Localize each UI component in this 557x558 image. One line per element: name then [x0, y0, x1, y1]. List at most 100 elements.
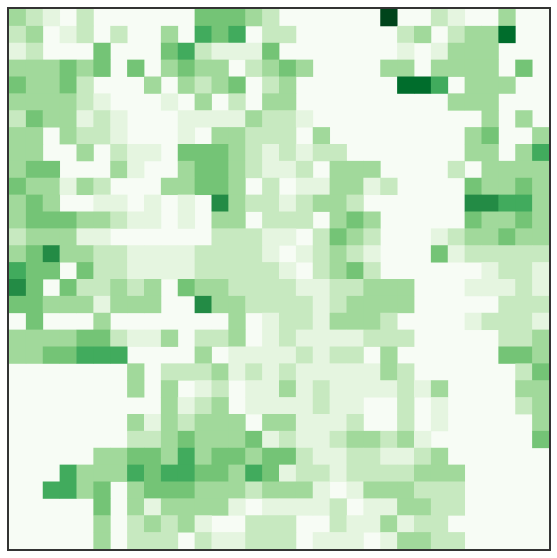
grid-cell — [160, 464, 179, 482]
grid-cell — [93, 464, 111, 482]
grid-cell — [312, 144, 331, 162]
grid-cell — [532, 144, 549, 162]
grid-cell — [498, 245, 516, 263]
grid-cell — [194, 76, 212, 94]
grid-cell — [25, 245, 44, 263]
grid-cell — [447, 228, 466, 246]
grid-cell — [228, 194, 246, 212]
grid-cell — [498, 160, 516, 179]
grid-cell — [279, 279, 297, 297]
grid-cell — [110, 110, 128, 128]
grid-cell — [498, 228, 516, 246]
grid-cell — [279, 397, 297, 415]
grid-cell — [194, 144, 212, 162]
grid-cell — [380, 481, 398, 499]
grid-cell — [110, 211, 128, 229]
grid-cell — [279, 211, 297, 229]
grid-cell — [228, 430, 246, 449]
grid-cell — [177, 515, 196, 533]
grid-cell — [532, 160, 549, 179]
grid-cell — [329, 160, 347, 179]
grid-cell — [447, 42, 466, 61]
grid-cell — [295, 430, 314, 449]
grid-cell — [110, 447, 128, 466]
grid-cell — [76, 228, 94, 246]
grid-cell — [211, 464, 229, 482]
grid-cell — [380, 329, 398, 347]
grid-cell — [76, 211, 94, 229]
green-pixel-grid — [9, 9, 549, 549]
grid-cell — [59, 346, 77, 364]
grid-cell — [363, 430, 381, 449]
grid-cell — [160, 25, 179, 44]
grid-cell — [194, 295, 212, 314]
grid-cell — [127, 414, 145, 432]
grid-cell — [211, 532, 229, 549]
grid-cell — [76, 481, 94, 499]
grid-cell — [228, 532, 246, 549]
grid-cell — [93, 194, 111, 212]
grid-cell — [110, 245, 128, 263]
grid-cell — [262, 464, 280, 482]
grid-cell — [59, 110, 77, 128]
grid-cell — [397, 481, 415, 499]
grid-cell — [295, 59, 314, 77]
grid-cell — [211, 177, 229, 196]
grid-cell — [414, 532, 432, 549]
grid-cell — [110, 25, 128, 44]
grid-cell — [25, 144, 44, 162]
grid-cell — [262, 42, 280, 61]
grid-cell — [397, 25, 415, 44]
grid-cell — [59, 279, 77, 297]
grid-cell — [110, 346, 128, 364]
grid-cell — [481, 25, 499, 44]
grid-cell — [160, 515, 179, 533]
grid-cell — [380, 59, 398, 77]
grid-cell — [515, 245, 533, 263]
grid-cell — [312, 481, 331, 499]
grid-cell — [414, 447, 432, 466]
grid-cell — [194, 59, 212, 77]
grid-cell — [160, 59, 179, 77]
grid-cell — [177, 481, 196, 499]
grid-cell — [363, 363, 381, 381]
grid-cell — [295, 110, 314, 128]
grid-cell — [312, 262, 331, 280]
grid-cell — [93, 279, 111, 297]
grid-cell — [380, 295, 398, 314]
grid-cell — [295, 498, 314, 516]
grid-cell — [127, 363, 145, 381]
grid-cell — [211, 9, 229, 27]
grid-cell — [279, 414, 297, 432]
grid-cell — [380, 177, 398, 196]
grid-cell — [42, 59, 61, 77]
grid-cell — [346, 279, 364, 297]
grid-cell — [363, 447, 381, 466]
grid-cell — [329, 515, 347, 533]
grid-cell — [76, 25, 94, 44]
grid-cell — [25, 25, 44, 44]
grid-cell — [228, 93, 246, 111]
grid-cell — [144, 279, 162, 297]
grid-cell — [59, 25, 77, 44]
grid-cell — [346, 160, 364, 179]
grid-cell — [262, 515, 280, 533]
grid-cell — [194, 515, 212, 533]
grid-cell — [25, 228, 44, 246]
grid-cell — [363, 380, 381, 398]
grid-cell — [127, 262, 145, 280]
grid-cell — [93, 42, 111, 61]
grid-cell — [397, 532, 415, 549]
grid-cell — [481, 110, 499, 128]
grid-cell — [177, 430, 196, 449]
grid-cell — [481, 144, 499, 162]
grid-cell — [144, 144, 162, 162]
grid-cell — [194, 346, 212, 364]
grid-cell — [380, 9, 398, 27]
grid-cell — [262, 414, 280, 432]
grid-cell — [25, 127, 44, 145]
grid-cell — [228, 346, 246, 364]
grid-cell — [93, 93, 111, 111]
grid-cell — [42, 245, 61, 263]
grid-cell — [211, 430, 229, 449]
